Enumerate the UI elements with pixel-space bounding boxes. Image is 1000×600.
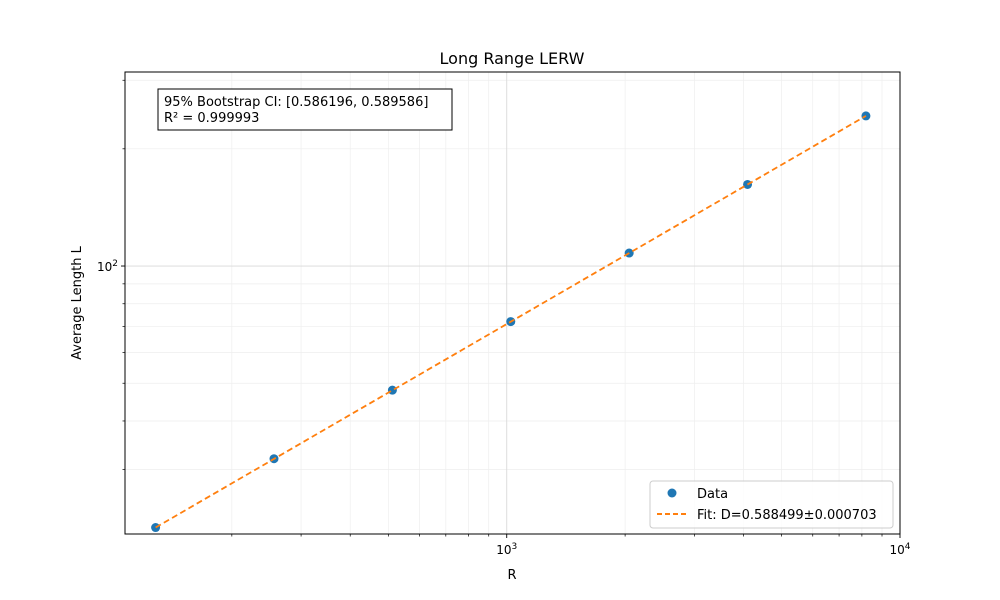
annotation-ci: 95% Bootstrap CI: [0.586196, 0.589586] [164,95,428,110]
data-point [861,111,871,121]
annotation-frame [157,88,453,131]
data-point [387,385,397,395]
fit-line [155,115,867,529]
legend-frame [649,480,894,529]
y-axis-label: Average Length L [70,245,85,359]
legend: Data Fit: D=0.588499±0.000703 [649,480,894,529]
x-axis-label: R [507,568,516,583]
annotation-box: 95% Bootstrap CI: [0.586196, 0.589586] R… [157,88,453,131]
x-tick-label: 104 [889,542,910,557]
ticks-layer: 103 104 102 [97,79,911,557]
chart-title: Long Range LERW [440,49,585,68]
legend-label-fit: Fit: D=0.588499±0.000703 [697,508,877,523]
legend-label-data: Data [697,487,728,502]
minor-grid [125,72,900,534]
legend-marker-data [667,488,677,498]
series-layer [151,111,871,533]
plot-frame [124,71,901,535]
annotation-r2: R² = 0.999993 [164,111,259,126]
y-tick-label: 102 [97,259,118,274]
x-tick-label: 103 [496,542,517,557]
